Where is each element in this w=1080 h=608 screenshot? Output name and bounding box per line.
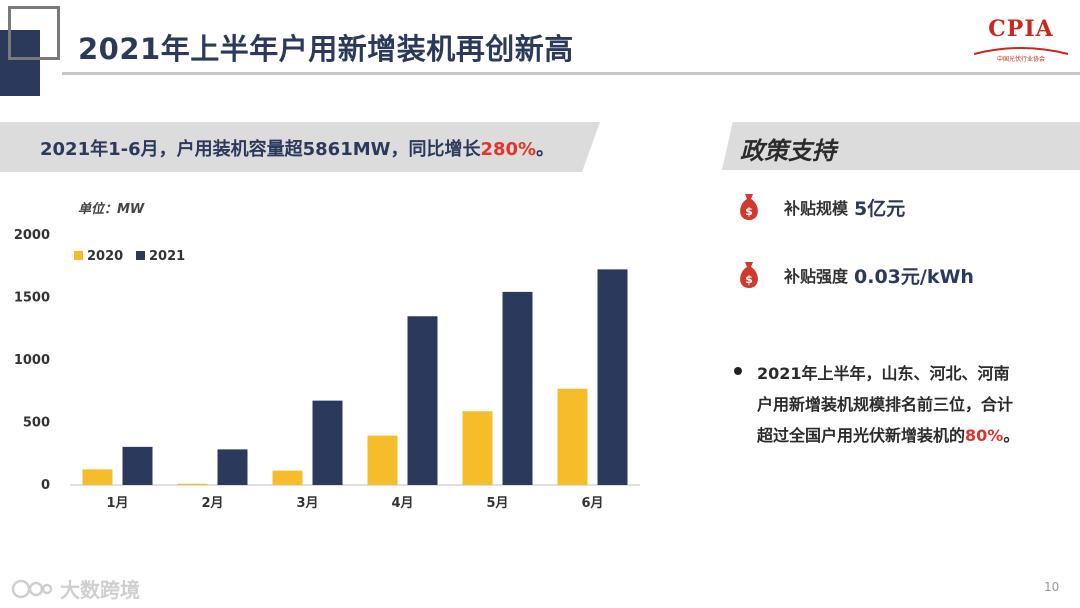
corner-decoration-dark xyxy=(0,30,40,96)
bullet-text: 2021年上半年，山东、河北、河南 户用新增装机规模排名前三位，合计 超过全国户… xyxy=(757,358,1057,451)
chart-unit-label: 单位：MW xyxy=(78,201,145,217)
legend-label-2021: 2021 xyxy=(149,249,185,264)
summary-text: 2021年1-6月，户用装机容量超5861MW，同比增长280%。 xyxy=(40,135,554,161)
money-bag-icon: $ xyxy=(740,194,758,220)
x-tick-label: 3月 xyxy=(296,496,318,511)
page-title: 2021年上半年户用新增装机再创新高 xyxy=(78,32,574,66)
policy-item-subsidy-scale: $ 补贴规模 5亿元 xyxy=(736,190,905,224)
bar-chart: 单位：MW 2020 2021 0 500 1000 1500 2000 1月 2月 3月 4月… xyxy=(14,201,640,511)
bar-2020-4 xyxy=(367,435,398,485)
policy-label: 补贴规模 xyxy=(784,199,849,218)
bar-2021-6 xyxy=(597,269,628,485)
bar-2021-5 xyxy=(502,291,533,485)
policy-value: 0.03元/kWh xyxy=(854,265,974,288)
bullet-last-prefix: 超过全国户用光伏新增装机的 xyxy=(757,426,966,445)
policy-banner xyxy=(722,122,1080,170)
summary-text-prefix: 2021年1-6月，户用装机容量超5861MW，同比增长 xyxy=(40,139,481,160)
policy-title: 政策支持 xyxy=(740,137,836,165)
y-tick-label: 2000 xyxy=(14,228,50,243)
summary-banner xyxy=(0,122,600,172)
summary-text-suffix: 。 xyxy=(536,139,555,160)
svg-text:$: $ xyxy=(745,273,753,286)
chart-legend: 2020 2021 xyxy=(74,249,185,264)
chart-y-axis: 0 500 1000 1500 2000 xyxy=(14,228,640,493)
bullet-line: 户用新增装机规模排名前三位，合计 xyxy=(757,395,1014,414)
bar-2020-5 xyxy=(462,411,493,485)
bullet-last-suffix: 。 xyxy=(1003,426,1020,445)
bullet-line: 2021年上半年，山东、河北、河南 xyxy=(757,364,1010,383)
y-tick-label: 1000 xyxy=(14,353,50,368)
watermark-text: 大数跨境 xyxy=(60,578,140,602)
chart-bars xyxy=(82,269,628,485)
x-tick-label: 5月 xyxy=(486,496,508,511)
title-divider xyxy=(62,72,1080,75)
legend-swatch-2020 xyxy=(74,251,83,260)
logo-text: CPIA xyxy=(988,16,1054,42)
bar-2021-2 xyxy=(217,449,248,485)
logo-arc-icon xyxy=(973,47,1069,55)
summary-highlight: 280% xyxy=(480,139,537,160)
watermark: 大数跨境 xyxy=(10,574,140,603)
bar-2020-3 xyxy=(272,470,303,485)
y-tick-label: 500 xyxy=(23,416,50,431)
policy-value: 5亿元 xyxy=(854,197,906,220)
legend-label-2020: 2020 xyxy=(87,249,123,264)
y-tick-label: 1500 xyxy=(14,291,50,306)
watermark-logo-icon xyxy=(11,579,53,598)
svg-text:$: $ xyxy=(745,205,753,218)
x-tick-label: 6月 xyxy=(581,496,603,511)
bullet-highlight: 80% xyxy=(965,426,1004,445)
bullet-icon xyxy=(734,367,742,375)
bar-2021-3 xyxy=(312,400,343,485)
bar-2020-2 xyxy=(177,483,208,485)
y-tick-label: 0 xyxy=(41,478,50,493)
chart-x-axis: 1月 2月 3月 4月 5月 6月 xyxy=(106,496,603,511)
money-bag-icon: $ xyxy=(740,262,758,288)
x-tick-label: 2月 xyxy=(201,496,223,511)
logo-subtitle: 中国光伏行业协会 xyxy=(996,56,1045,63)
legend-swatch-2021 xyxy=(136,251,145,260)
policy-item-subsidy-intensity: $ 补贴强度 0.03元/kWh xyxy=(736,258,974,292)
bar-2020-6 xyxy=(557,388,588,485)
x-tick-label: 1月 xyxy=(106,496,128,511)
bar-2020-1 xyxy=(82,469,113,485)
x-tick-label: 4月 xyxy=(391,496,413,511)
bar-2021-1 xyxy=(122,446,153,485)
page-number: 10 xyxy=(1044,580,1060,594)
bullet-line: 超过全国户用光伏新增装机的80%。 xyxy=(757,420,1057,451)
cpia-logo: CPIA 中国光伏行业协会 xyxy=(968,14,1074,64)
policy-label: 补贴强度 xyxy=(784,267,849,286)
corner-decoration-outline xyxy=(8,6,60,60)
bar-2021-4 xyxy=(407,316,438,485)
